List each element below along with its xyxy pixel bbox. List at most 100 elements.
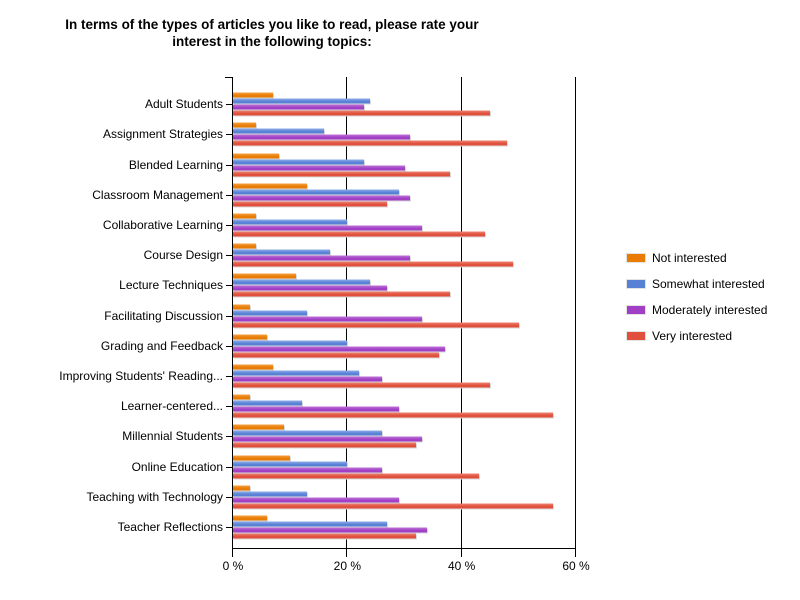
bar-moderately-interested (233, 346, 445, 352)
bar-moderately-interested (233, 195, 411, 201)
bar-not-interested (233, 273, 296, 279)
legend-swatch (627, 254, 645, 262)
x-axis-tick (346, 548, 348, 557)
bar-not-interested (233, 334, 268, 340)
bar-group (233, 213, 576, 237)
legend-swatch (627, 332, 645, 340)
bar-somewhat-interested (233, 370, 359, 376)
category-label: Teacher Reflections (117, 519, 223, 534)
bar-very-interested (233, 352, 439, 358)
bar-somewhat-interested (233, 98, 371, 104)
x-axis-tick (232, 548, 233, 557)
category-row: Learner-centered... (121, 391, 576, 421)
bar-group (233, 92, 576, 116)
bar-very-interested (233, 201, 388, 207)
legend-label: Somewhat interested (652, 277, 765, 291)
bar-moderately-interested (233, 255, 411, 261)
legend-item: Moderately interested (627, 303, 767, 317)
x-axis-tick (575, 548, 576, 557)
bar-very-interested (233, 261, 514, 267)
bar-group (233, 122, 576, 146)
plot-rows: Adult Students Assignment Strategies Blend… (59, 77, 576, 548)
category-tick (226, 315, 233, 317)
bar-somewhat-interested (233, 461, 348, 467)
bar-very-interested (233, 473, 479, 479)
category-row: Assignment Strategies (103, 119, 576, 149)
category-tick (226, 345, 233, 347)
bar-somewhat-interested (233, 491, 308, 497)
bar-somewhat-interested (233, 219, 348, 225)
bar-moderately-interested (233, 497, 399, 503)
category-row: Grading and Feedback (101, 331, 576, 361)
bar-very-interested (233, 231, 485, 237)
bar-not-interested (233, 424, 285, 430)
bar-group (233, 183, 576, 207)
category-label: Assignment Strategies (102, 127, 223, 142)
category-label: Collaborative Learning (102, 217, 223, 232)
bar-moderately-interested (233, 316, 422, 322)
bar-moderately-interested (233, 376, 382, 382)
category-row: Millennial Students (122, 421, 576, 451)
legend-label: Very interested (652, 329, 733, 343)
bar-moderately-interested (233, 406, 399, 412)
x-axis-tick-label: 0 % (222, 559, 244, 573)
bar-group (233, 394, 576, 418)
category-tick (226, 134, 233, 136)
bar-moderately-interested (233, 104, 365, 110)
bar-somewhat-interested (233, 430, 382, 436)
bar-group (233, 243, 576, 267)
bar-group (233, 153, 576, 176)
y-axis-top-tick (225, 77, 232, 78)
legend: Not interested Somewhat interested Moderat… (627, 251, 767, 355)
bar-not-interested (233, 394, 251, 400)
category-tick (226, 104, 233, 106)
bar-somewhat-interested (233, 310, 308, 316)
x-axis: 0 % 20 % 40 % 60 % (223, 548, 590, 578)
bar-very-interested (233, 110, 491, 116)
bar-very-interested (233, 171, 451, 176)
category-row: Adult Students (145, 89, 576, 119)
bar-moderately-interested (233, 165, 405, 170)
gridline (575, 77, 576, 548)
bar-group (233, 334, 576, 358)
category-label: Course Design (143, 248, 223, 263)
category-tick (226, 526, 233, 528)
bar-not-interested (233, 304, 251, 310)
bar-somewhat-interested (233, 279, 371, 285)
bar-not-interested (233, 92, 274, 98)
category-label: Grading and Feedback (100, 338, 223, 353)
bar-very-interested (233, 322, 519, 328)
category-label: Classroom Management (92, 187, 223, 202)
legend-item: Not interested (627, 251, 767, 265)
bar-not-interested (233, 485, 251, 491)
category-label: Improving Students' Reading... (59, 368, 223, 383)
bar-group (233, 273, 576, 297)
bar-somewhat-interested (233, 128, 325, 134)
bar-not-interested (233, 153, 279, 158)
gridline (346, 77, 348, 548)
bar-moderately-interested (233, 436, 422, 442)
legend-label: Moderately interested (652, 303, 768, 317)
x-axis-tick (460, 548, 462, 557)
bar-moderately-interested (233, 225, 422, 231)
bar-not-interested (233, 455, 291, 461)
bar-not-interested (233, 364, 274, 370)
bar-group (233, 424, 576, 448)
bar-very-interested (233, 291, 451, 297)
category-row: Online Education (132, 451, 576, 481)
bar-very-interested (233, 533, 416, 539)
legend-swatch (627, 280, 645, 288)
bar-somewhat-interested (233, 189, 399, 195)
bar-moderately-interested (233, 467, 382, 473)
bar-very-interested (233, 382, 491, 388)
category-label: Lecture Techniques (119, 278, 223, 293)
bar-group (233, 515, 576, 539)
category-row: Blended Learning (129, 149, 576, 179)
category-label: Teaching with Technology (86, 489, 223, 504)
category-label: Online Education (131, 459, 223, 474)
bar-very-interested (233, 140, 508, 146)
bar-somewhat-interested (233, 340, 348, 346)
bar-somewhat-interested (233, 400, 302, 406)
bar-very-interested (233, 442, 416, 448)
